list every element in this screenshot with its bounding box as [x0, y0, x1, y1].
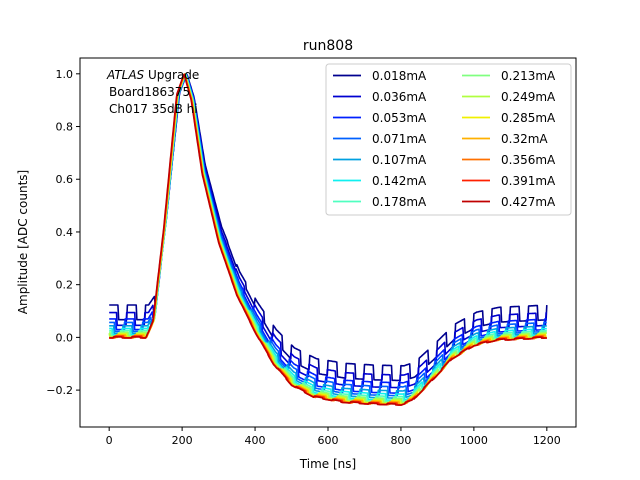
legend-label: 0.427mA — [501, 195, 556, 209]
legend-label: 0.018mA — [372, 69, 427, 83]
y-tick-label: 0.0 — [56, 331, 74, 344]
legend-label: 0.107mA — [372, 153, 427, 167]
legend-box — [325, 63, 572, 216]
legend: 0.018mA 0.036mA 0.053mA 0.071mA 0.107mA 0.142… — [325, 63, 572, 216]
legend-label: 0.036mA — [372, 90, 427, 104]
y-tick-label: −0.2 — [46, 384, 73, 397]
legend-label: 0.285mA — [501, 111, 556, 125]
x-tick-label: 800 — [390, 434, 411, 447]
legend-label: 0.071mA — [372, 132, 427, 146]
y-tick-label: 0.8 — [56, 121, 74, 134]
legend-label: 0.213mA — [501, 69, 556, 83]
legend-label: 0.249mA — [501, 90, 556, 104]
x-tick-label: 400 — [245, 434, 266, 447]
y-tick-label: 0.6 — [56, 173, 74, 186]
legend-label: 0.178mA — [372, 195, 427, 209]
x-tick-label: 1200 — [533, 434, 561, 447]
legend-label: 0.32mA — [501, 132, 548, 146]
x-tick-label: 200 — [172, 434, 193, 447]
y-tick-label: 0.4 — [56, 226, 74, 239]
legend-label: 0.356mA — [501, 153, 556, 167]
series-layer — [108, 73, 548, 406]
atlas-annotation-rest: Upgrade — [144, 68, 199, 82]
y-tick-label: 1.0 — [56, 68, 74, 81]
chart-title: run808 — [303, 38, 353, 54]
atlas-annotation-channel: Ch017 35dB hi — [109, 102, 198, 116]
x-axis-ticks: 0 200 400 600 800 1000 1200 — [106, 427, 561, 447]
legend-label: 0.391mA — [501, 174, 556, 188]
legend-label: 0.053mA — [372, 111, 427, 125]
x-axis-label: Time [ns] — [299, 457, 356, 471]
x-tick-label: 600 — [318, 434, 339, 447]
atlas-annotation-board: Board186375 — [109, 85, 190, 99]
atlas-annotation-italic: ATLAS — [106, 68, 145, 82]
atlas-annotation: ATLAS Upgrade — [106, 68, 199, 82]
y-tick-label: 0.2 — [56, 279, 74, 292]
series-line-0.427mA — [109, 74, 547, 406]
x-tick-label: 1000 — [460, 434, 488, 447]
legend-label: 0.142mA — [372, 174, 427, 188]
x-tick-label: 0 — [106, 434, 113, 447]
y-axis-label: Amplitude [ADC counts] — [16, 170, 30, 314]
y-axis-ticks: −0.2 0.0 0.2 0.4 0.6 0.8 1.0 — [46, 68, 80, 397]
